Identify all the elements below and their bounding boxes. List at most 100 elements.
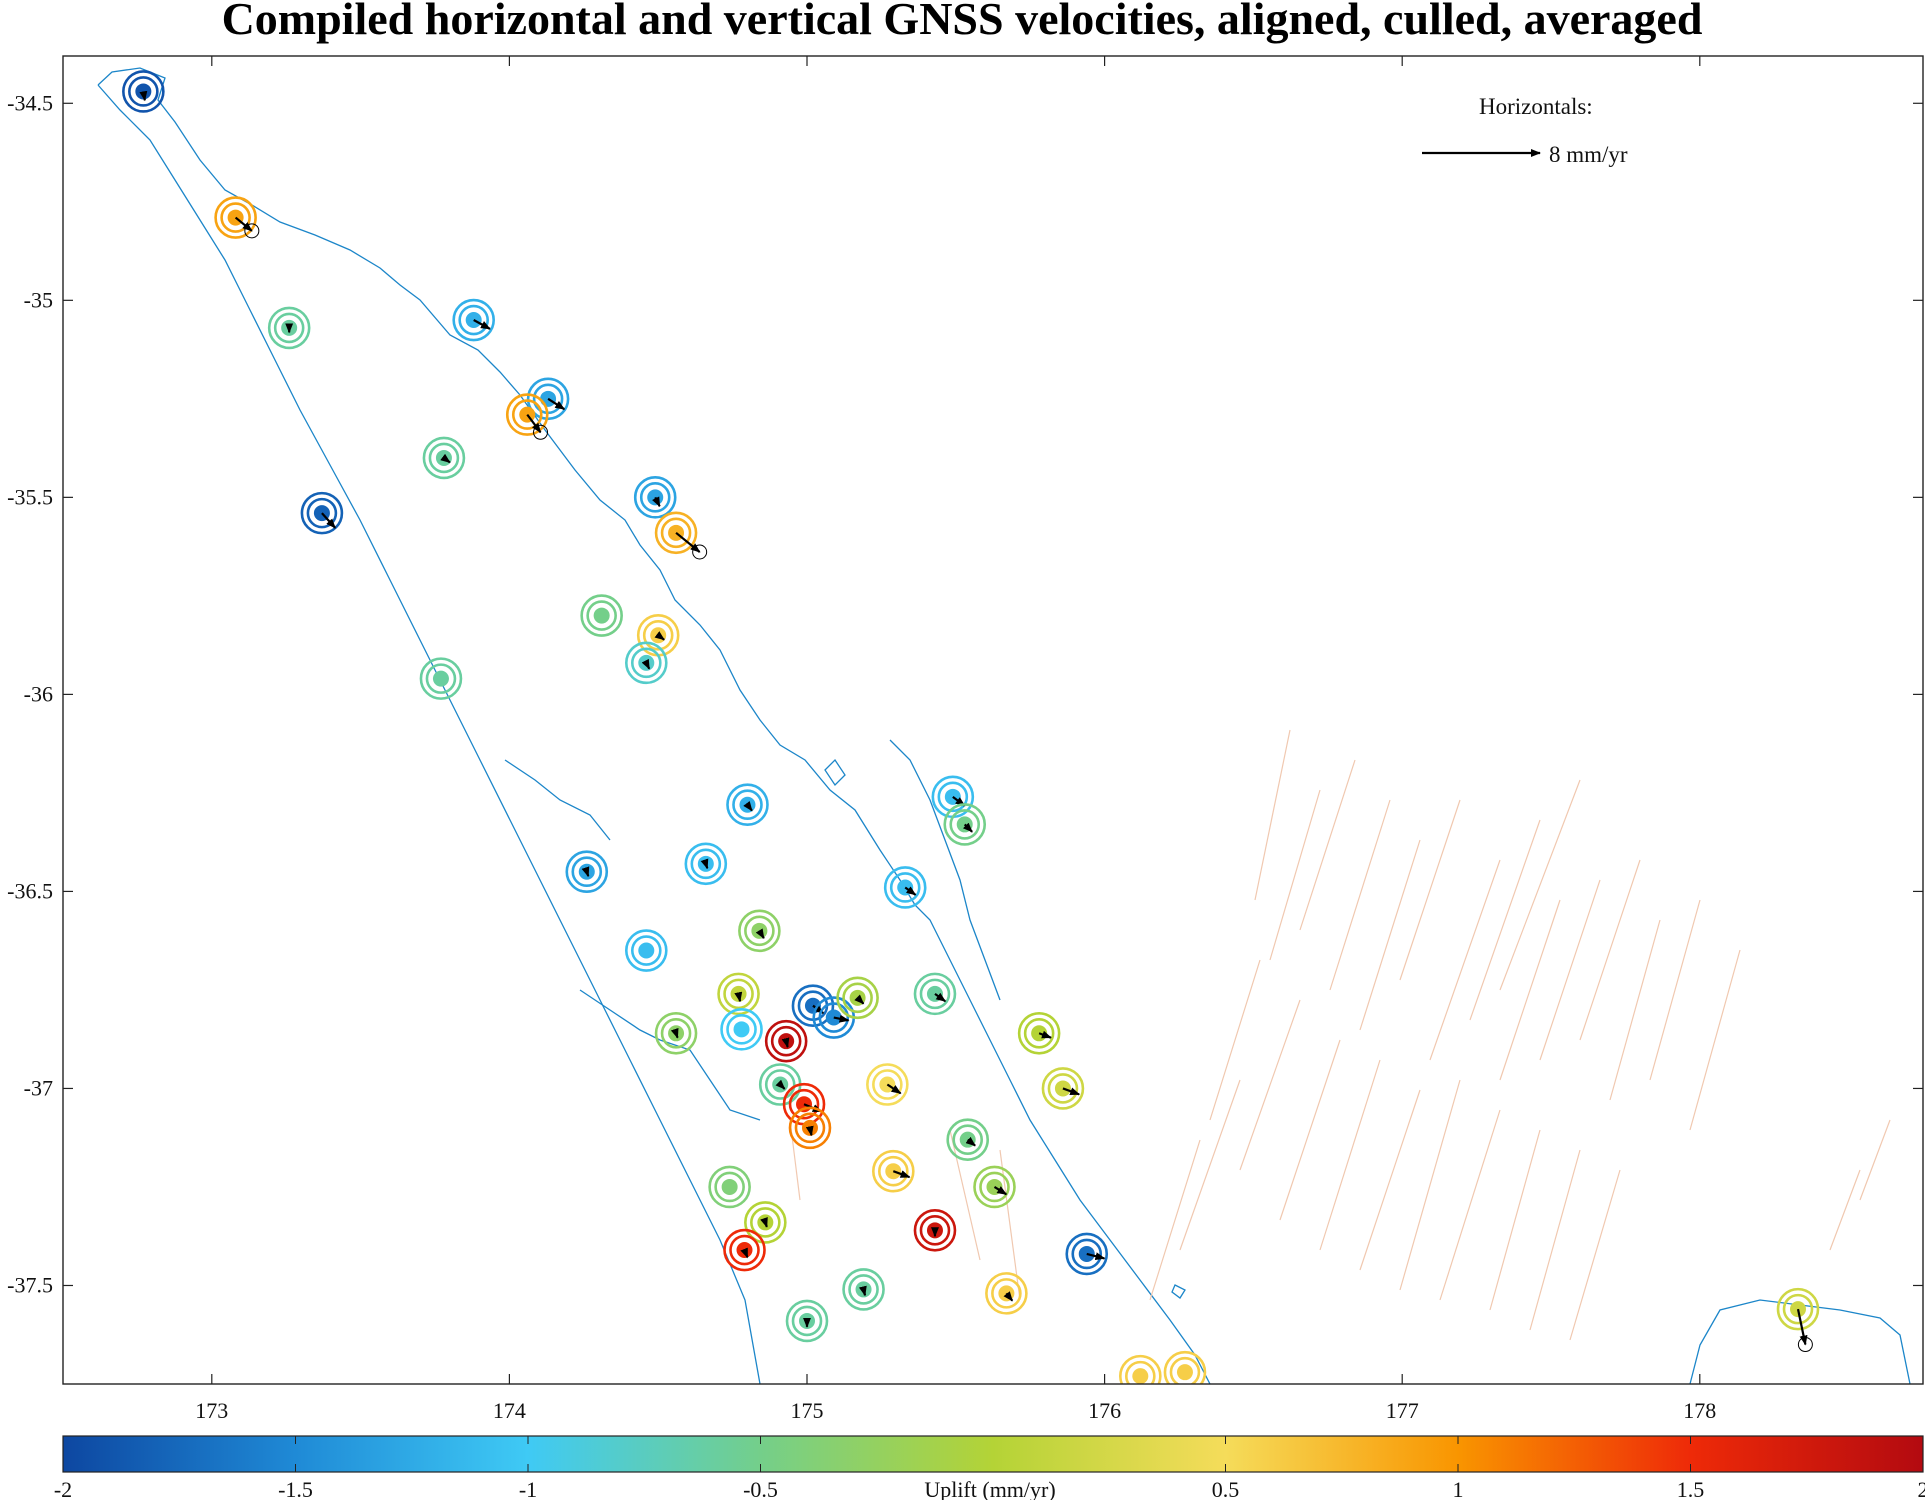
- velocity-arrow: [858, 1285, 867, 1297]
- station-marker: [624, 929, 668, 972]
- station-inner-ring: [788, 1088, 820, 1120]
- x-tick-label: 177: [1386, 1398, 1419, 1423]
- station-marker: [580, 594, 623, 637]
- station-outer-ring: [452, 298, 495, 342]
- station-inner-ring: [660, 1017, 692, 1049]
- station-marker: [1041, 1067, 1085, 1110]
- y-tick-label: -35.5: [7, 484, 53, 509]
- station-outer-ring: [943, 803, 987, 846]
- station-marker: [1163, 1350, 1207, 1384]
- station-marker: [505, 393, 549, 440]
- station-uplift-dot: [593, 607, 610, 624]
- station-inner-ring: [991, 1278, 1022, 1309]
- station-inner-ring: [848, 1274, 879, 1305]
- station-marker: [654, 1011, 698, 1055]
- colorbar-gradient: [62, 1435, 1924, 1473]
- velocity-arrow: [993, 1186, 1008, 1196]
- station-marker: [913, 1209, 957, 1252]
- velocity-arrow: [743, 801, 753, 812]
- station-inner-ring: [744, 915, 775, 947]
- y-tick-label: -36.5: [7, 878, 53, 903]
- velocity-arrow: [755, 928, 765, 940]
- station-outer-ring: [654, 511, 698, 555]
- station-outer-ring: [624, 929, 668, 972]
- station-inner-ring: [791, 1305, 823, 1337]
- station-outer-ring: [214, 196, 257, 239]
- station-inner-ring: [273, 312, 305, 344]
- x-tick-label: 174: [493, 1398, 526, 1423]
- station-uplift-dot: [1132, 1368, 1149, 1384]
- station-outer-ring: [1041, 1067, 1085, 1110]
- velocity-arrow: [654, 631, 665, 641]
- station-marker: [300, 491, 344, 535]
- velocity-arrow: [670, 1027, 679, 1039]
- station-inner-ring: [889, 872, 921, 903]
- station-marker: [1065, 1232, 1109, 1276]
- velocity-arrow: [700, 858, 709, 870]
- station-uplift-dot: [733, 1021, 750, 1038]
- velocity-arrow: [1086, 1252, 1106, 1261]
- station-uplift-dot: [638, 942, 655, 959]
- station-inner-ring: [639, 482, 671, 513]
- station-uplift-dot: [1176, 1364, 1193, 1381]
- station-marker: [624, 641, 668, 685]
- velocity-arrow: [1003, 1291, 1014, 1302]
- station-inner-ring: [949, 809, 981, 840]
- station-marker: [782, 1082, 826, 1126]
- station-marker: [946, 1118, 990, 1161]
- station-marker: [866, 1063, 909, 1106]
- station-marker: [1017, 1011, 1061, 1055]
- velocity-arrow: [641, 658, 651, 670]
- station-inner-ring: [732, 789, 763, 821]
- velocity-arrow: [934, 992, 947, 1003]
- station-outer-ring: [633, 476, 677, 519]
- station-outer-ring: [565, 850, 609, 894]
- y-tick-label: -36: [24, 681, 53, 706]
- station-outer-ring: [946, 1118, 990, 1161]
- station-inner-ring: [729, 1234, 760, 1266]
- station-inner-ring: [842, 982, 873, 1014]
- station-outer-ring: [720, 1008, 763, 1051]
- velocity-arrow: [440, 453, 451, 464]
- station-outer-ring: [1163, 1350, 1207, 1384]
- velocity-arrow: [675, 531, 701, 553]
- station-inner-ring: [220, 202, 251, 233]
- station-inner-ring: [726, 1014, 757, 1045]
- error-ellipse: [692, 544, 708, 560]
- station-inner-ring: [1782, 1293, 1814, 1325]
- station-outer-ring: [624, 641, 668, 685]
- station-inner-ring: [714, 1171, 745, 1203]
- colorbar-tick-label: 1.5: [1677, 1477, 1705, 1500]
- station-inner-ring: [571, 856, 603, 888]
- station-marker: [1776, 1287, 1820, 1353]
- error-ellipse: [1797, 1337, 1813, 1353]
- station-inner-ring: [660, 517, 692, 549]
- velocity-arrow: [321, 512, 337, 529]
- velocity-arrow: [886, 1083, 902, 1095]
- station-inner-ring: [770, 1025, 802, 1057]
- y-tick-label: -35: [24, 287, 53, 312]
- station-marker: [1119, 1354, 1162, 1384]
- station-marker: [565, 850, 609, 894]
- station-uplift-dot: [432, 670, 449, 687]
- station-inner-ring: [630, 935, 662, 966]
- station-inner-ring: [872, 1069, 903, 1100]
- station-outer-ring: [419, 657, 463, 700]
- station-outer-ring: [654, 1011, 698, 1055]
- station-outer-ring: [1776, 1287, 1820, 1331]
- error-ellipse: [244, 223, 260, 239]
- station-outer-ring: [744, 1201, 787, 1244]
- velocity-arrow: [775, 1079, 786, 1090]
- colorbar-tick-label: 2: [1918, 1477, 1925, 1500]
- station-outer-ring: [122, 70, 165, 113]
- station-marker: [812, 996, 856, 1039]
- station-outer-ring: [717, 972, 760, 1016]
- legend-label: 8 mm/yr: [1549, 142, 1628, 167]
- velocity-arrow: [965, 1136, 976, 1147]
- velocity-arrow: [734, 991, 743, 1003]
- uplift-colorbar: -2 -1.5 -1 -0.5 0.5 1 1.5 2 Uplift (mm/yr): [54, 1435, 1925, 1500]
- station-outer-ring: [764, 1019, 808, 1063]
- colorbar-tick-label: -0.5: [743, 1477, 778, 1500]
- station-inner-ring: [937, 781, 969, 813]
